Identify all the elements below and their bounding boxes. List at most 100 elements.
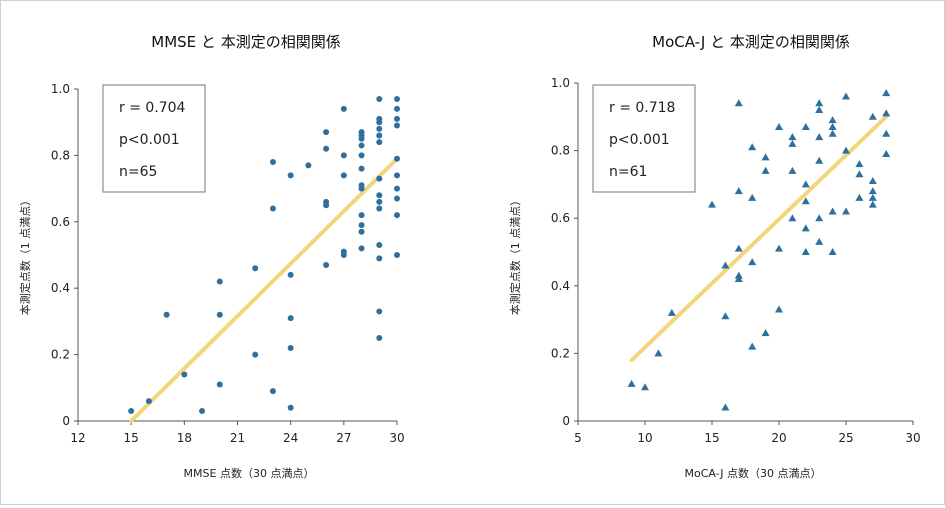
data-point [801,248,810,255]
stat-n: n=61 [609,164,647,180]
data-point [358,212,365,219]
data-point [801,197,810,205]
data-point [199,408,206,415]
data-point [252,351,259,358]
data-point [376,139,383,146]
data-point [855,193,864,201]
y-tick-label: 0.6 [551,211,570,225]
data-point [761,166,770,174]
plot-area: 0 0.2 0.4 0.6 0.8 1.0 5 10 15 20 25 30 [551,76,921,445]
data-point [801,224,810,232]
chart-mocaj: MoCA-J と 本測定の相関関係 MoCA-J 点数（30 点満点） 本測定点… [508,33,921,480]
data-point [775,305,783,313]
data-point [287,172,294,179]
x-tick-label: 15 [704,431,719,445]
data-point [868,112,877,120]
data-point [163,311,170,318]
stats-box: r = 0.704 p<0.001 n=65 [102,84,206,193]
stat-p: p<0.001 [119,132,180,148]
y-tick-label: 0 [562,414,570,428]
data-point [128,408,135,415]
y-tick-label: 0.4 [551,279,570,293]
data-point [358,165,365,172]
data-point [868,177,877,185]
data-point [340,152,347,159]
x-tick-label: 10 [637,431,652,445]
data-point [394,122,400,129]
data-point [721,261,730,269]
data-point [788,214,797,222]
data-point [376,255,383,262]
x-tick-label: 30 [389,431,404,445]
data-point [842,146,850,154]
data-point [828,207,837,215]
y-tick-label: 0.8 [551,144,570,158]
y-tick-label: 0.2 [51,348,70,362]
data-point [748,258,757,266]
data-point [376,205,383,212]
data-point [358,245,365,252]
data-point [216,311,223,318]
data-point [145,398,152,405]
data-point [376,192,383,199]
data-point [216,381,223,388]
data-point [216,278,223,285]
data-point [376,95,383,102]
y-tick-label: 1.0 [551,76,570,90]
data-point [376,198,383,205]
data-point [358,129,365,136]
y-tick-label: 0.8 [51,148,70,162]
stats-box: r = 0.718 p<0.001 n=61 [592,84,696,193]
x-tick-label: 27 [336,431,351,445]
data-point [287,344,294,351]
data-point [882,89,891,97]
data-point [394,185,400,192]
data-point [323,261,330,268]
x-tick-label: 5 [574,431,582,445]
data-point [828,122,837,130]
data-point [376,308,383,315]
data-point [761,153,770,161]
data-point [882,149,891,157]
data-point [734,99,743,107]
data-point [394,155,400,162]
data-point [734,271,743,279]
data-point [868,187,877,195]
data-point [323,129,330,136]
data-point [340,105,347,112]
data-point [748,193,757,201]
plot-area: 0 0.2 0.4 0.6 0.8 1.0 12 15 18 21 24 27 30 [51,82,405,445]
data-point [394,195,400,202]
data-point [721,403,730,411]
data-point [708,200,716,208]
data-point [775,244,783,252]
data-point [842,92,850,100]
chart-title: MMSE と 本測定の相関関係 [151,33,340,51]
data-point [287,404,294,411]
data-point [181,371,188,378]
data-point [815,106,824,114]
stat-p: p<0.001 [609,132,670,148]
data-point [394,95,400,102]
x-tick-label: 15 [124,431,139,445]
data-point [815,99,824,107]
data-point [868,193,877,201]
data-point [340,172,347,179]
x-tick-label: 30 [905,431,920,445]
data-point [882,129,891,137]
data-point [269,205,276,212]
y-tick-label: 0.4 [51,281,70,295]
x-tick-label: 18 [177,431,192,445]
data-point [627,379,636,387]
x-tick-label: 12 [70,431,85,445]
data-point [376,175,383,182]
data-point [855,170,864,178]
data-point [287,315,294,322]
stat-r: r = 0.704 [119,100,186,116]
x-axis-label: MMSE 点数（30 点満点） [184,467,315,480]
data-point [748,143,757,151]
data-point [340,248,347,255]
data-point [815,156,824,164]
stats-box-border [592,84,696,193]
